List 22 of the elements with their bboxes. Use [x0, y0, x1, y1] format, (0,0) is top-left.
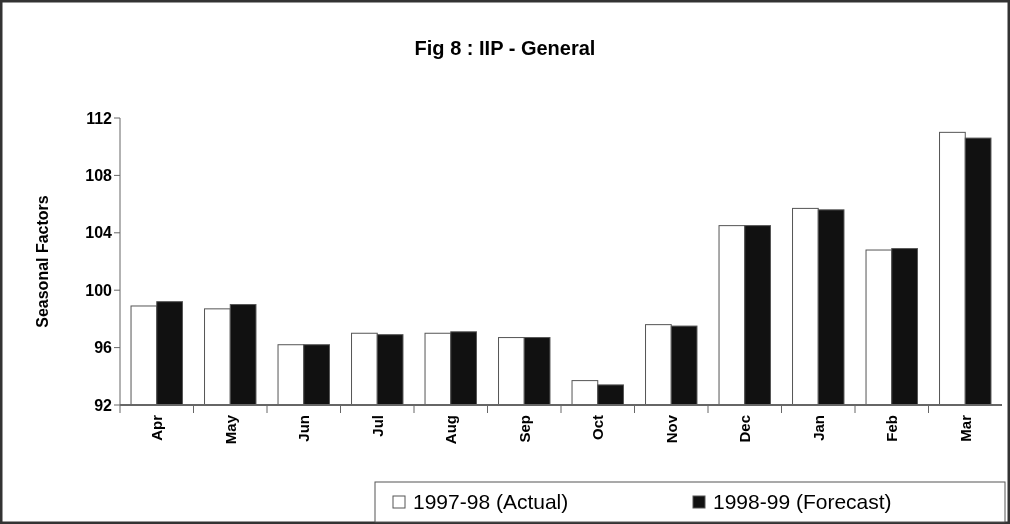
x-tick-label: Jun	[295, 415, 312, 442]
y-tick-label: 100	[85, 281, 113, 299]
x-tick-label: Feb	[883, 415, 900, 442]
x-tick-label: Dec	[736, 415, 753, 443]
y-tick-label: 112	[86, 109, 113, 127]
legend-label: 1997-98 (Actual)	[413, 490, 569, 514]
x-tick-label: Aug	[442, 415, 459, 445]
x-tick-label: Oct	[589, 415, 606, 441]
x-tick-label: Jul	[368, 415, 386, 437]
chart-title: Fig 8 : IIP - General	[414, 37, 596, 59]
x-tick-label: Mar	[956, 414, 974, 442]
x-tick-label: Jan	[809, 415, 827, 441]
y-tick-label: 104	[85, 224, 113, 242]
x-tick-label: Sep	[515, 415, 533, 443]
y-axis-title: Seasonal Factors	[34, 195, 51, 328]
legend-label: 1998-99 (Forecast)	[713, 490, 892, 514]
y-tick-label: 96	[94, 339, 113, 357]
x-tick-label: Nov	[662, 414, 680, 444]
x-tick-label: May	[221, 414, 239, 445]
y-tick-label: 92	[94, 396, 113, 414]
x-tick-label: Apr	[148, 414, 165, 441]
y-tick-label: 108	[85, 167, 113, 184]
